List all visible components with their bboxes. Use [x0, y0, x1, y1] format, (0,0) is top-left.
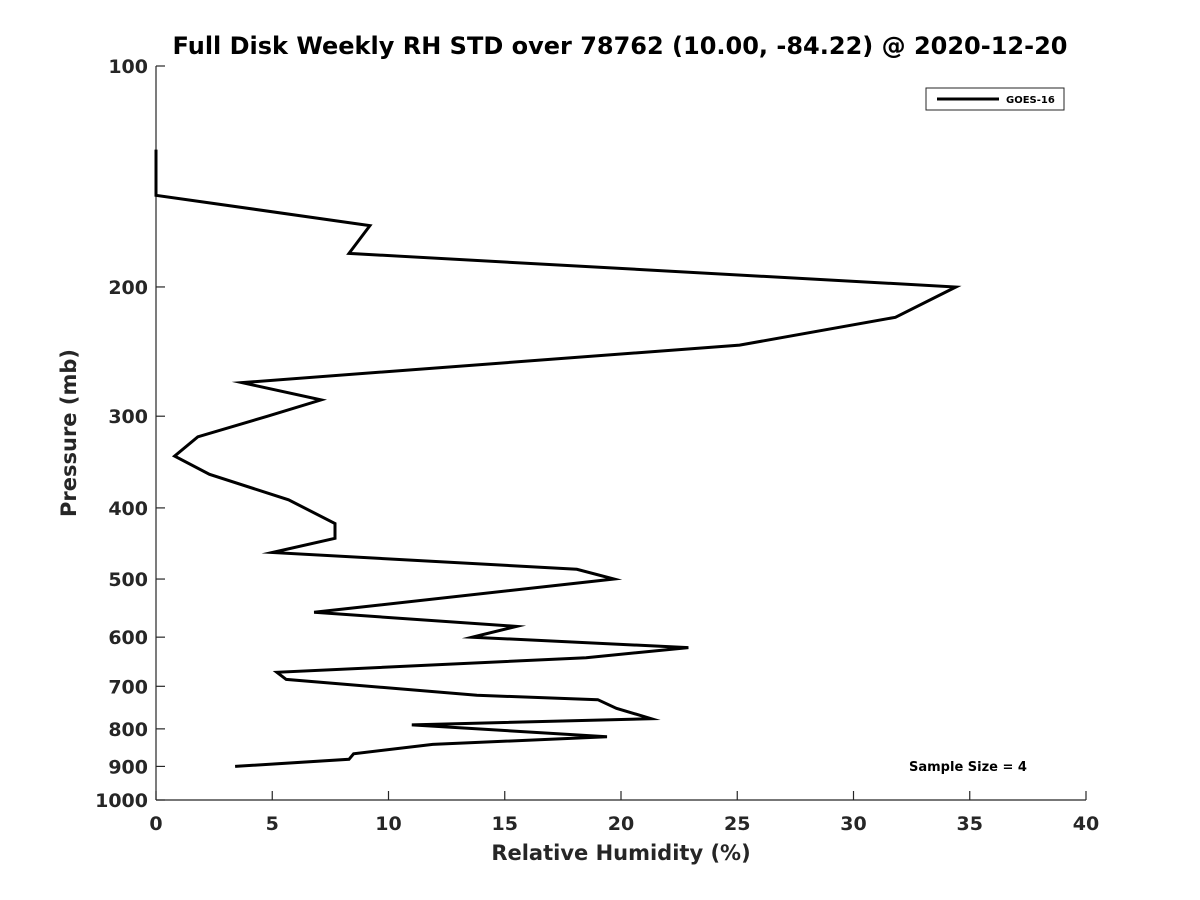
y-tick-label: 200 — [108, 277, 148, 299]
sample-size-annotation: Sample Size = 4 — [909, 760, 1027, 775]
chart-title: Full Disk Weekly RH STD over 78762 (10.0… — [173, 32, 1068, 60]
x-ticks: 0 5 10 15 20 25 30 35 40 — [149, 791, 1099, 835]
x-tick-label: 20 — [608, 813, 634, 835]
series-line-goes-16 — [154, 149, 962, 768]
y-ticks: 100 200 300 400 500 600 700 800 900 1000 — [95, 56, 165, 812]
x-tick-label: 30 — [840, 813, 866, 835]
legend: GOES-16 — [925, 87, 1065, 111]
x-tick-label: 35 — [957, 813, 983, 835]
x-tick-label: 0 — [149, 813, 162, 835]
y-tick-label: 700 — [108, 676, 148, 698]
y-tick-label: 1000 — [95, 790, 148, 812]
y-tick-label: 900 — [108, 756, 148, 778]
x-tick-label: 15 — [492, 813, 518, 835]
axes — [155, 66, 1086, 801]
x-tick-label: 40 — [1073, 813, 1099, 835]
y-tick-label: 600 — [108, 627, 148, 649]
legend-entry-goes-16: GOES-16 — [1006, 95, 1055, 106]
y-tick-label: 100 — [108, 56, 148, 78]
y-tick-label: 300 — [108, 406, 148, 428]
y-tick-label: 800 — [108, 719, 148, 741]
x-tick-label: 5 — [266, 813, 279, 835]
series-group — [154, 149, 962, 768]
x-tick-label: 10 — [375, 813, 401, 835]
y-tick-label: 500 — [108, 569, 148, 591]
y-axis-label: Pressure (mb) — [57, 349, 81, 517]
y-tick-label: 400 — [108, 498, 148, 520]
x-axis-label: Relative Humidity (%) — [491, 841, 750, 865]
x-tick-label: 25 — [724, 813, 750, 835]
